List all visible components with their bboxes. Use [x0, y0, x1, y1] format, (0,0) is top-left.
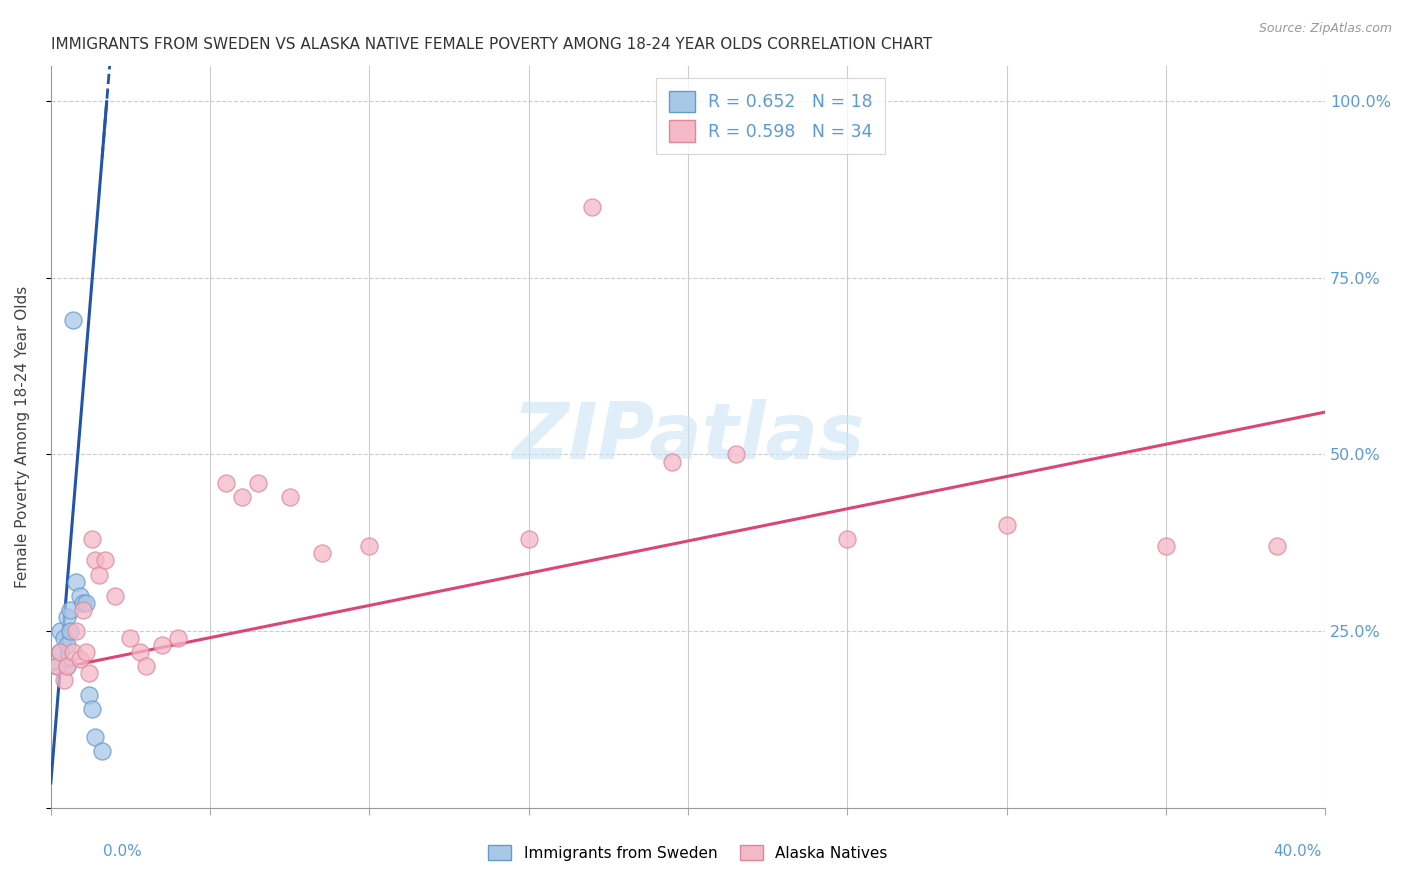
Point [1154, 539, 1177, 553]
Text: IMMIGRANTS FROM SWEDEN VS ALASKA NATIVE FEMALE POVERTY AMONG 18-24 YEAR OLDS COR: IMMIGRANTS FROM SWEDEN VS ALASKA NATIVE … [51, 37, 932, 53]
Point [72, 596, 94, 610]
Point [311, 546, 333, 560]
Point [581, 200, 603, 214]
Point [46, 659, 69, 673]
Point [87, 567, 110, 582]
Point [995, 518, 1018, 533]
Point [62, 645, 84, 659]
Text: ZIPatlas: ZIPatlas [512, 399, 865, 475]
Point [62, 313, 84, 327]
Point [75, 645, 97, 659]
Point [72, 603, 94, 617]
Point [82, 532, 104, 546]
Point [724, 447, 747, 461]
Point [278, 490, 301, 504]
Point [55, 659, 77, 673]
Point [837, 532, 859, 546]
Legend: R = 0.652   N = 18, R = 0.598   N = 34: R = 0.652 N = 18, R = 0.598 N = 34 [657, 78, 886, 153]
Point [135, 659, 157, 673]
Point [82, 702, 104, 716]
Point [52, 673, 75, 688]
Point [167, 631, 190, 645]
Point [69, 652, 91, 666]
Point [75, 596, 97, 610]
Text: Source: ZipAtlas.com: Source: ZipAtlas.com [1258, 22, 1392, 36]
Point [84, 730, 107, 744]
Point [215, 475, 238, 490]
Point [77, 666, 100, 681]
Point [55, 638, 77, 652]
Point [55, 610, 77, 624]
Point [120, 631, 142, 645]
Text: 0.0%: 0.0% [103, 845, 142, 859]
Point [129, 645, 152, 659]
Point [59, 624, 82, 638]
Point [90, 744, 112, 758]
Point [69, 589, 91, 603]
Point [517, 532, 540, 546]
Text: 40.0%: 40.0% [1274, 845, 1322, 859]
Point [65, 574, 87, 589]
Point [49, 645, 72, 659]
Y-axis label: Female Poverty Among 18-24 Year Olds: Female Poverty Among 18-24 Year Olds [15, 285, 30, 588]
Point [59, 603, 82, 617]
Point [65, 624, 87, 638]
Point [1267, 539, 1289, 553]
Point [359, 539, 381, 553]
Point [150, 638, 173, 652]
Point [55, 659, 77, 673]
Point [77, 688, 100, 702]
Point [49, 645, 72, 659]
Point [84, 553, 107, 567]
Point [103, 589, 125, 603]
Point [661, 454, 683, 468]
Point [52, 631, 75, 645]
Point [49, 624, 72, 638]
Point [46, 659, 69, 673]
Point [94, 553, 117, 567]
Point [246, 475, 269, 490]
Point [231, 490, 253, 504]
